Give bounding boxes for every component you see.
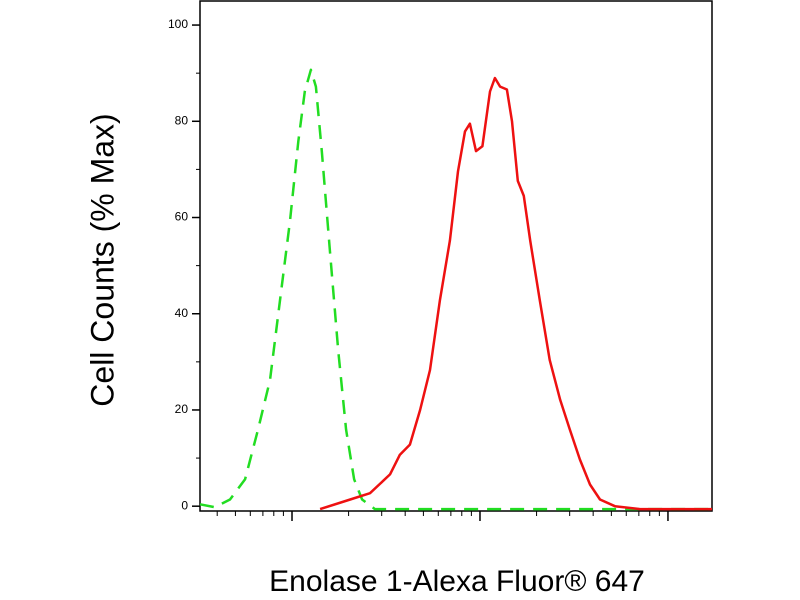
y-tick-label: 80 xyxy=(175,113,189,127)
x-axis-label: Enolase 1-Alexa Fluor® 647 xyxy=(269,565,645,598)
y-tick-label: 20 xyxy=(175,402,189,416)
y-tick-label: 60 xyxy=(175,210,189,224)
y-tick-label: 40 xyxy=(175,306,189,320)
y-tick-label: 100 xyxy=(168,17,188,31)
series-line xyxy=(199,68,712,511)
y-tick-label: 0 xyxy=(181,498,188,512)
y-axis-label: Cell Counts (% Max) xyxy=(84,113,120,406)
series-line xyxy=(319,76,712,511)
plot-frame xyxy=(199,0,713,512)
